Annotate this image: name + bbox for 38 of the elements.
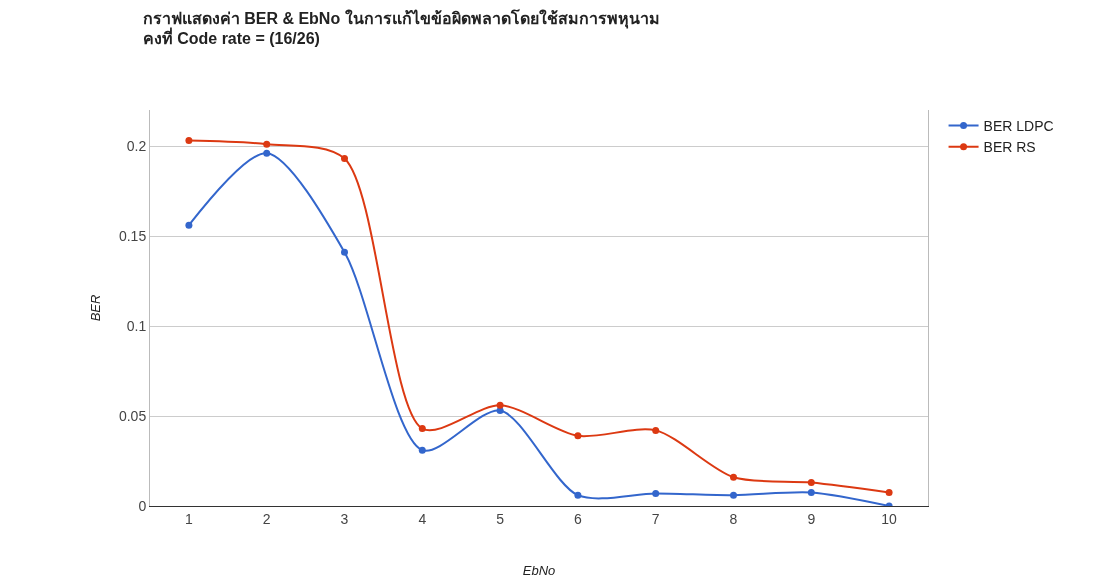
point (574, 432, 582, 440)
x-tick-label: 3 (340, 510, 349, 527)
legend-label: BER RS (983, 139, 1036, 156)
x-tick-label: 10 (881, 510, 898, 527)
point (418, 446, 426, 454)
x-tick-label: 7 (651, 510, 660, 527)
point (341, 155, 348, 163)
y-tick-label: 0.05 (118, 407, 147, 424)
y-tick-label: 0.15 (118, 227, 147, 244)
chart-title: กราฟแสดงค่า BER & EbNo ในการแก้ไขข้อผิดพลาดโดยใช้สมการพหุนาม คงที่ Code rate = (16/26) (142, 7, 660, 48)
x-axis-title: EbNo (522, 563, 556, 579)
point (807, 479, 815, 487)
point (730, 473, 737, 481)
x-tick-label: 9 (807, 510, 816, 527)
x-tick-label: 6 (574, 510, 582, 527)
legend-label: BER LDPC (983, 118, 1054, 135)
x-tick-label: 5 (496, 510, 505, 527)
point (185, 221, 193, 229)
y-axis-title: BER (87, 294, 103, 322)
point (885, 489, 893, 496)
y-tick-label: 0.1 (126, 317, 147, 334)
x-tick-label: 1 (185, 510, 193, 527)
point (496, 401, 504, 409)
y-tick-label: 0 (138, 497, 147, 514)
point (574, 491, 582, 499)
point (263, 149, 271, 157)
point (730, 491, 737, 499)
point (652, 489, 660, 497)
point (652, 426, 660, 434)
point (418, 425, 426, 433)
point (185, 137, 193, 145)
x-tick-label: 4 (418, 510, 427, 527)
x-tick-label: 8 (729, 510, 738, 527)
point (807, 489, 815, 496)
point (341, 248, 348, 256)
point (263, 140, 271, 148)
y-tick-label: 0.2 (126, 137, 147, 154)
x-tick-label: 2 (262, 510, 271, 527)
